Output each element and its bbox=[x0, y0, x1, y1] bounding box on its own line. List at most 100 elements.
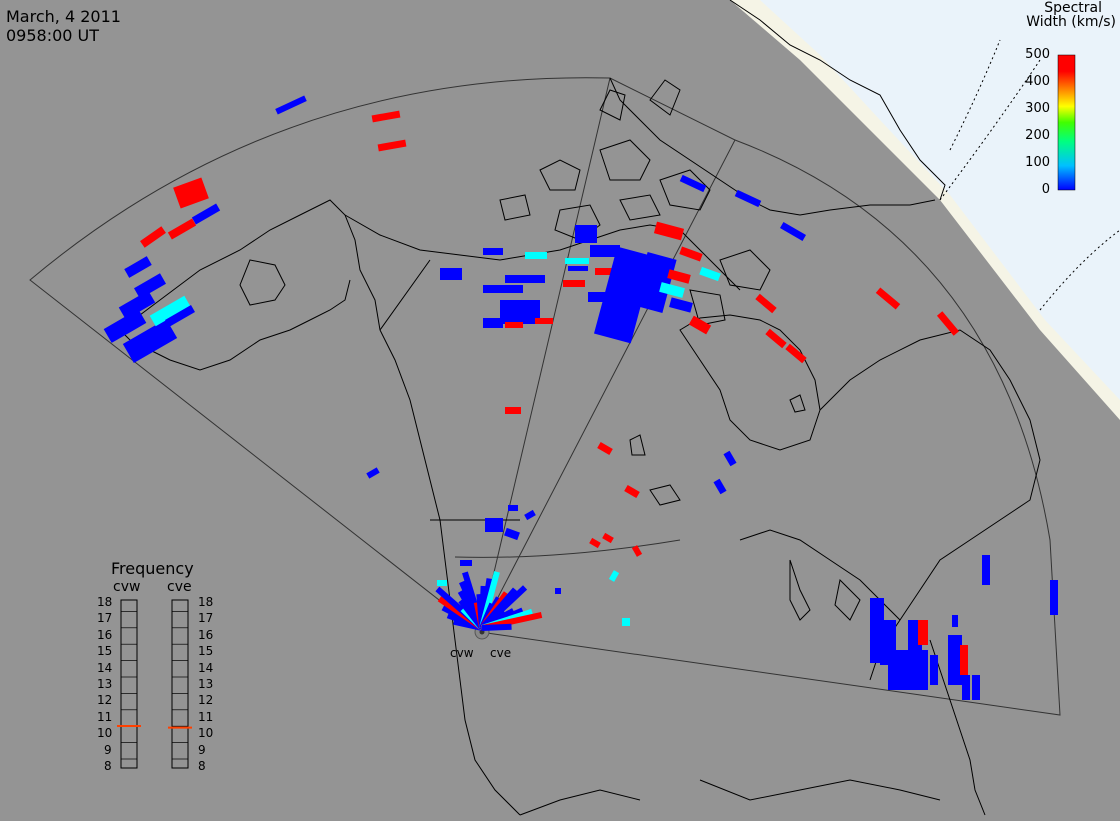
radar-echo-cell bbox=[972, 675, 980, 700]
radar-echo-cell bbox=[669, 297, 693, 313]
freq-scale-label-left: 10 bbox=[97, 726, 113, 741]
freq-scale-label-left: 18 bbox=[97, 595, 113, 609]
freq-scale-label-right: 10 bbox=[198, 726, 214, 741]
colorbar-tick-label: 100 bbox=[1025, 155, 1050, 170]
radar-echo-cell bbox=[713, 478, 727, 495]
date-label: March, 4 2011 bbox=[6, 7, 121, 26]
time-label: 0958:00 UT bbox=[6, 26, 100, 45]
polar-cap-inner bbox=[760, 0, 1120, 400]
radar-echo-cell bbox=[483, 318, 503, 328]
radar-echo-cell bbox=[688, 315, 712, 335]
radar-echo-cell bbox=[563, 280, 585, 287]
radar-echo-cell bbox=[460, 560, 472, 566]
radar-echo-cell bbox=[589, 537, 601, 549]
freq-scale-label-left: 12 bbox=[97, 693, 113, 708]
radar-echo-cell bbox=[936, 311, 960, 336]
radar-echo-cell bbox=[504, 527, 520, 541]
site-label-cve: cve bbox=[490, 646, 512, 660]
frequency-title: Frequency bbox=[111, 559, 194, 578]
freq-scale-label-right: 13 bbox=[198, 677, 214, 691]
radar-echo-cell bbox=[505, 407, 521, 414]
freq-scale-label-right: 17 bbox=[198, 611, 214, 626]
freq-scale-label-left: 9 bbox=[104, 742, 112, 757]
radar-echo-cell bbox=[622, 618, 630, 626]
radar-echo-cell bbox=[631, 545, 643, 557]
freq-bar-cve bbox=[171, 599, 189, 769]
radar-echo-cell bbox=[437, 580, 447, 586]
polar-coast bbox=[729, 0, 946, 201]
radar-echo-cell bbox=[371, 110, 401, 123]
freq-scale-label-left: 11 bbox=[97, 709, 113, 724]
radar-echo-cell bbox=[602, 532, 614, 544]
radar-echo-cell bbox=[779, 221, 807, 242]
colorbar-tick-label: 400 bbox=[1025, 74, 1050, 89]
colorbar-gradient bbox=[1057, 54, 1076, 191]
radar-echo-cell bbox=[930, 655, 938, 685]
freq-scale-label-left: 13 bbox=[97, 677, 113, 691]
colorbar-title-line2: Width (km/s) bbox=[1026, 14, 1116, 30]
radar-echo-cell bbox=[597, 441, 613, 456]
radar-echo-cell bbox=[699, 266, 721, 282]
freq-scale-label-left: 14 bbox=[97, 660, 113, 675]
freq-scale-label-right: 11 bbox=[198, 709, 214, 724]
radar-echo-cell bbox=[588, 292, 612, 302]
freq-scale-label-left: 8 bbox=[104, 759, 112, 773]
radar-echo-cell bbox=[960, 645, 968, 675]
radar-echo-cell bbox=[173, 177, 209, 209]
radar-echo-cell bbox=[755, 293, 777, 314]
radar-echo-cell bbox=[785, 343, 807, 364]
radar-echo-cell bbox=[575, 225, 597, 243]
colorbar-tick-label: 500 bbox=[1025, 47, 1050, 62]
radar-echo-cell bbox=[568, 266, 588, 271]
radar-echo-cell bbox=[485, 518, 503, 532]
radar-echo-cell bbox=[508, 505, 518, 511]
radar-near-range-beam bbox=[481, 623, 512, 631]
frequency-panel bbox=[117, 599, 192, 769]
freq-scale-label-right: 16 bbox=[198, 627, 214, 642]
radar-echo-cell bbox=[594, 246, 654, 344]
radar-echo-cell bbox=[659, 282, 685, 298]
freq-scale-label-right: 12 bbox=[198, 693, 214, 708]
radar-echo-cell bbox=[765, 328, 787, 349]
radar-echo-cell bbox=[366, 467, 380, 479]
colorbar-tick-label: 200 bbox=[1025, 128, 1050, 143]
radar-echo-cell bbox=[1050, 580, 1058, 615]
radar-echo-cell bbox=[624, 484, 640, 499]
radar-echo-cell bbox=[565, 258, 589, 264]
radar-echoes bbox=[103, 95, 1058, 700]
frequency-label-cvw: cvw bbox=[113, 579, 141, 595]
freq-scale-label-left: 16 bbox=[97, 627, 113, 642]
freq-bar-cvw bbox=[120, 599, 138, 769]
radar-echo-cell bbox=[483, 248, 503, 255]
radar-echo-cell bbox=[134, 273, 166, 299]
radar-echo-cell bbox=[103, 309, 147, 343]
radar-echo-cell bbox=[140, 226, 166, 248]
freq-scale-label-right: 9 bbox=[198, 742, 206, 757]
radar-echo-cell bbox=[525, 252, 547, 259]
radar-echo-cell bbox=[679, 246, 703, 262]
radar-echo-cell bbox=[118, 290, 156, 320]
radar-echo-cell bbox=[124, 256, 152, 278]
colorbar-tick-label: 0 bbox=[1041, 182, 1050, 197]
radar-echo-cell bbox=[633, 252, 677, 313]
radar-echo-cell bbox=[483, 285, 523, 293]
radar-echo-cell bbox=[167, 218, 197, 240]
freq-scale-label-left: 17 bbox=[97, 611, 113, 626]
freq-scale-label-right: 18 bbox=[198, 595, 214, 609]
coastlines bbox=[119, 77, 1041, 816]
radar-echo-cell bbox=[590, 245, 620, 257]
radar-echo-cell bbox=[275, 95, 307, 115]
colorbar-tick-label: 300 bbox=[1025, 101, 1050, 116]
frequency-label-cve: cve bbox=[167, 579, 192, 595]
radar-echo-cell bbox=[165, 305, 195, 327]
radar-echo-cell bbox=[191, 203, 221, 225]
radar-echo-cell bbox=[505, 275, 545, 283]
freq-scale-label-right: 8 bbox=[198, 759, 206, 773]
freq-scale-label-right: 14 bbox=[198, 660, 214, 675]
radar-echo-cell bbox=[679, 174, 707, 193]
radar-echo-cell bbox=[918, 620, 928, 645]
radar-echo-cell bbox=[608, 570, 620, 582]
radar-echo-cell bbox=[952, 615, 958, 627]
